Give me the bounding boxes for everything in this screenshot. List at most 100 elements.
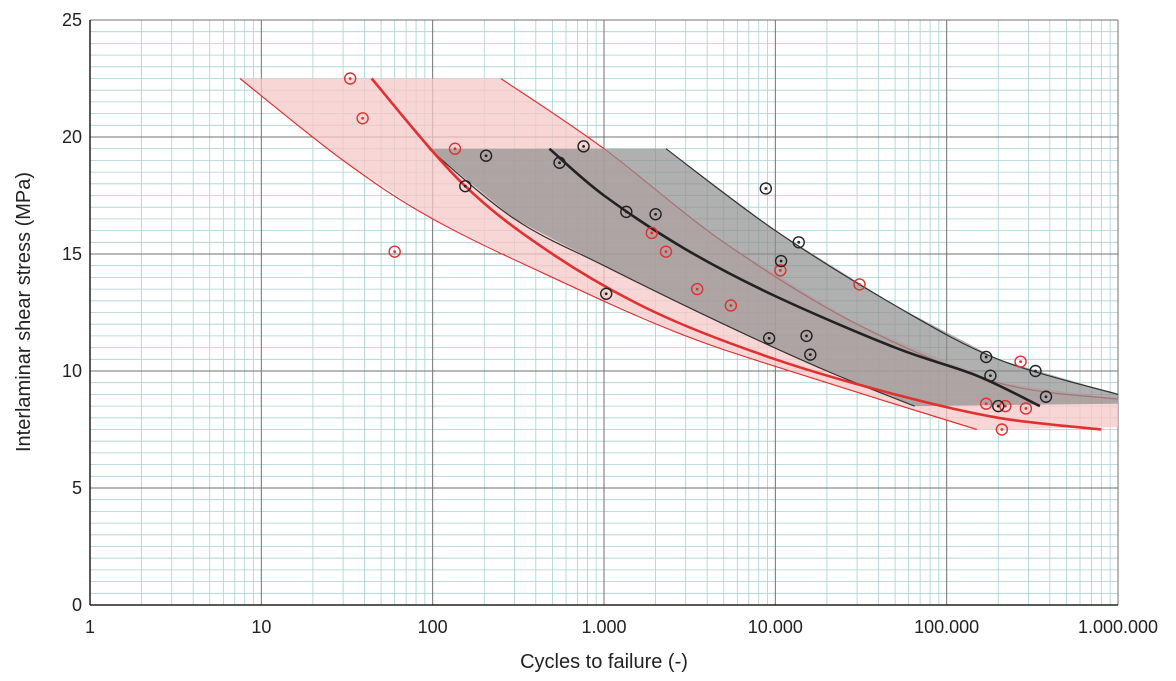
band-black <box>428 148 1118 407</box>
data-point-ring <box>1039 390 1053 403</box>
data-point-dot <box>805 334 808 338</box>
data-point-black <box>984 369 997 382</box>
data-point-red <box>691 282 704 296</box>
data-point-red <box>999 399 1012 413</box>
band-lower-black <box>428 148 915 407</box>
data-point-ring <box>759 182 773 195</box>
data-point-black <box>979 350 993 364</box>
data-point-ring <box>448 142 462 155</box>
y-tick-label: 15 <box>62 244 82 264</box>
x-tick-label: 10 <box>251 617 271 637</box>
data-point-red <box>356 112 369 125</box>
data-point-black <box>553 156 566 169</box>
data-point-dot <box>582 144 585 148</box>
data-point-ring <box>479 149 493 162</box>
data-point-dot <box>779 259 783 263</box>
x-tick-label: 1.000.000 <box>1078 617 1158 637</box>
data-point-ring <box>804 348 817 361</box>
data-point-black <box>459 179 472 193</box>
data-point-dot <box>778 268 782 272</box>
data-point-red <box>659 245 673 258</box>
data-point-black <box>1039 390 1053 403</box>
data-point-dot <box>797 240 801 244</box>
data-point-dot <box>624 210 628 214</box>
data-point-dot <box>604 292 608 296</box>
data-point-dot <box>1044 395 1048 399</box>
data-point-ring <box>388 245 401 258</box>
data-point-black <box>762 332 776 345</box>
data-point-ring <box>691 282 704 296</box>
tick-labels: 1 10 100 1.000 10.000 100.000 1.000.000 0 5 10 15 2… <box>62 10 1158 637</box>
x-tick-label: 100.000 <box>914 617 979 637</box>
data-point-red <box>448 142 462 155</box>
data-point-dot <box>767 336 771 340</box>
data-point-ring <box>774 254 788 268</box>
data-point-ring <box>999 399 1012 413</box>
data-point-black <box>577 140 590 153</box>
data-point-ring <box>553 156 566 169</box>
data-point-red <box>388 245 401 258</box>
x-tick-label: 1.000 <box>581 617 626 637</box>
data-point-red <box>774 264 787 277</box>
data-point-red <box>979 397 993 410</box>
data-point-black <box>649 208 662 221</box>
data-point-black <box>800 329 813 343</box>
data-point-ring <box>1019 402 1033 415</box>
x-tick-label: 1 <box>85 617 95 637</box>
data-point-dot <box>348 77 352 80</box>
data-point-black <box>1029 364 1042 378</box>
data-point-dot <box>729 304 733 307</box>
data-point-dot <box>393 250 397 254</box>
data-point-ring <box>343 72 357 85</box>
data-point-dot <box>1034 369 1037 373</box>
data-point-dot <box>808 353 812 357</box>
data-point-black <box>992 399 1005 413</box>
data-point-red <box>724 299 738 312</box>
data-point-ring <box>645 226 658 240</box>
grid <box>89 19 1119 606</box>
data-point-ring <box>979 397 993 410</box>
data-point-dot <box>463 184 467 188</box>
data-point-ring <box>995 423 1009 436</box>
data-point-red <box>343 72 357 85</box>
band-lower-red <box>239 78 978 431</box>
data-point-red <box>1019 402 1033 415</box>
data-point-black <box>774 254 788 268</box>
data-point-dot <box>984 355 988 359</box>
data-point-ring <box>800 329 813 343</box>
data-point-black <box>479 149 493 162</box>
data-point-black <box>620 205 633 219</box>
data-point-dot <box>1024 407 1028 410</box>
data-point-dot <box>996 404 1000 408</box>
y-tick-label: 25 <box>62 10 82 30</box>
data-point-ring <box>724 299 738 312</box>
data-point-ring <box>620 205 633 219</box>
data-point-ring <box>992 399 1005 413</box>
data-point-dot <box>654 212 657 216</box>
data-point-dot <box>361 116 365 120</box>
y-tick-label: 0 <box>72 595 82 615</box>
mean-curves <box>370 77 1102 431</box>
data-point-ring <box>659 245 673 258</box>
data-point-red <box>1014 355 1027 368</box>
data-point-ring <box>649 208 662 221</box>
data-point-red <box>853 278 866 291</box>
y-tick-label: 5 <box>72 478 82 498</box>
data-point-dot <box>650 231 654 235</box>
data-point-ring <box>599 287 613 300</box>
data-point-dot <box>664 250 668 254</box>
data-point-dot <box>558 161 561 165</box>
data-point-red <box>995 423 1009 436</box>
data-point-ring <box>1029 364 1042 378</box>
data-point-black <box>759 182 773 195</box>
y-axis-label: Interlaminar shear stress (MPa) <box>13 172 35 452</box>
data-point-ring <box>984 369 997 382</box>
x-tick-label: 10.000 <box>748 617 803 637</box>
data-point-dot <box>695 287 699 291</box>
data-point-dot <box>484 154 488 158</box>
data-point-ring <box>459 179 472 193</box>
mean-curve-red <box>370 77 1102 431</box>
mean-curve-black <box>548 147 1041 408</box>
data-point-ring <box>356 112 369 125</box>
